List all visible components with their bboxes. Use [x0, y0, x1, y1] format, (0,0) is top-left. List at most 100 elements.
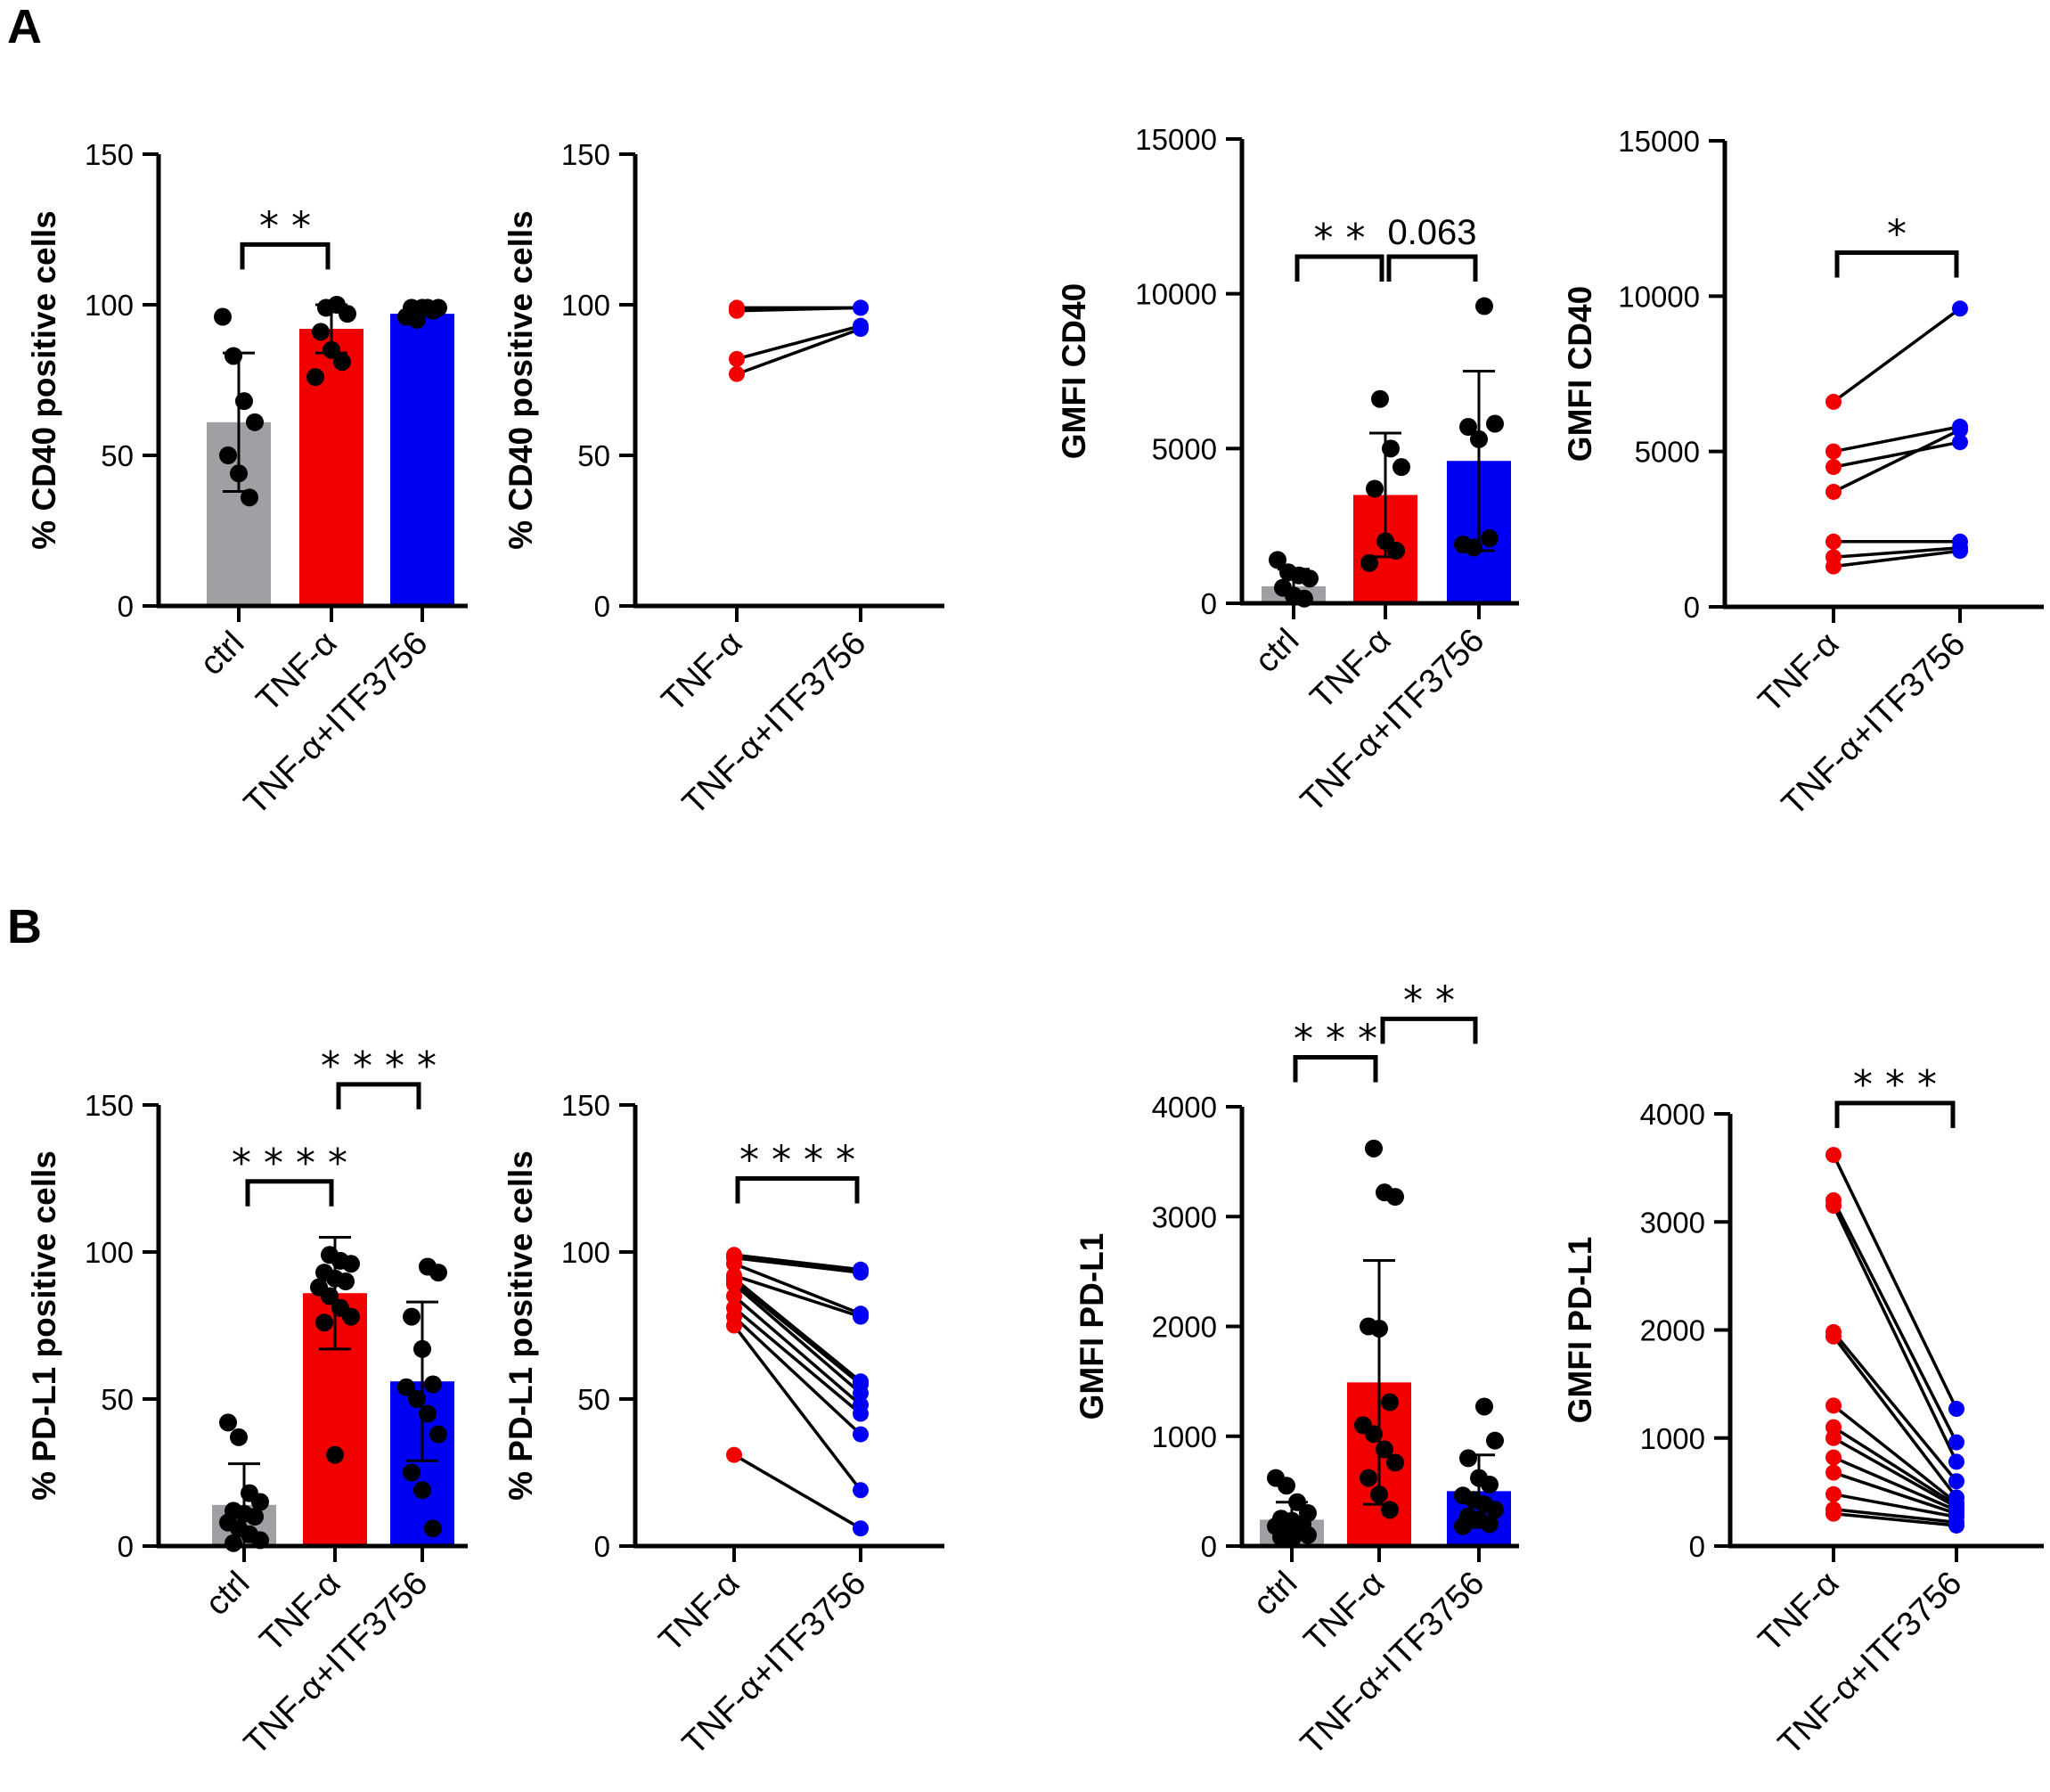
- data-point: [342, 1307, 360, 1326]
- x-category-label: TNF-α: [1297, 1565, 1392, 1659]
- point-before: [1825, 1397, 1842, 1414]
- significance-bracket: [735, 1176, 860, 1204]
- data-point: [306, 368, 324, 387]
- point-before: [726, 1288, 742, 1305]
- pair-line: [1833, 440, 1961, 469]
- y-tick-label: 15000: [1135, 123, 1217, 156]
- point-after: [853, 321, 869, 338]
- data-point: [214, 307, 232, 326]
- y-tick-label: 150: [561, 138, 610, 171]
- data-point: [1299, 1526, 1317, 1544]
- point-after: [853, 1426, 869, 1443]
- y-axis-title: GMFI PD-L1: [1562, 1237, 1598, 1424]
- data-point: [1481, 1475, 1499, 1493]
- data-point: [424, 1519, 442, 1538]
- data-point: [312, 323, 330, 341]
- x-category-label: TNF-α: [652, 1565, 747, 1659]
- data-point: [342, 1255, 360, 1273]
- significance-label: * * *: [1294, 1017, 1377, 1062]
- significance-label: * * *: [1853, 1062, 1937, 1108]
- significance-label: * *: [259, 203, 311, 249]
- pair-line: [1833, 1426, 1957, 1507]
- panel-letter-a: A: [7, 0, 42, 53]
- data-point: [323, 340, 340, 359]
- data-point: [235, 392, 253, 411]
- data-point: [1475, 297, 1493, 315]
- data-point: [326, 1445, 344, 1464]
- pair-line: [1832, 1154, 1958, 1410]
- pair-line: [732, 1324, 862, 1492]
- pair-line: [1833, 425, 1961, 454]
- data-point: [219, 446, 237, 464]
- significance-label: *: [1887, 212, 1907, 258]
- y-axis-title: GMFI PD-L1: [1074, 1233, 1110, 1420]
- pair-line: [1832, 1335, 1958, 1499]
- y-tick-label: 2000: [1152, 1311, 1217, 1344]
- y-tick-label: 2000: [1640, 1314, 1705, 1347]
- point-after: [1948, 1473, 1964, 1490]
- x-category-label: TNF-α: [1752, 626, 1846, 720]
- point-after: [1948, 1453, 1964, 1470]
- point-before: [1825, 443, 1842, 460]
- y-tick-label: 1000: [1152, 1420, 1217, 1453]
- data-point: [424, 301, 442, 320]
- y-tick-label: 4000: [1152, 1091, 1217, 1124]
- y-tick-label: 3000: [1640, 1206, 1705, 1239]
- bar-1: [299, 329, 363, 606]
- pair-line: [1833, 546, 1961, 559]
- point-before: [1825, 1429, 1842, 1446]
- significance-label: * * * *: [232, 1141, 347, 1186]
- data-point: [413, 1481, 431, 1500]
- data-point: [315, 1313, 333, 1332]
- y-tick-label: 100: [85, 1236, 134, 1269]
- pair-line: [1832, 1199, 1958, 1444]
- y-tick-label: 3000: [1152, 1200, 1217, 1233]
- data-point: [429, 1264, 447, 1282]
- pair-line: [1833, 1511, 1957, 1527]
- point-before: [1825, 1464, 1842, 1481]
- data-point: [321, 1287, 339, 1305]
- data-point: [251, 1531, 269, 1550]
- pair-line: [732, 1277, 862, 1383]
- pair-line: [733, 1253, 862, 1272]
- data-point: [1360, 553, 1378, 572]
- data-point: [1470, 430, 1488, 448]
- point-after: [1948, 1401, 1964, 1418]
- pair-line: [733, 1273, 862, 1319]
- significance-label: 0.063: [1387, 213, 1476, 252]
- significance-bracket: [1293, 1055, 1378, 1083]
- data-point: [1386, 1188, 1404, 1207]
- data-point: [1283, 1530, 1301, 1549]
- pair-line: [1833, 1455, 1957, 1512]
- point-before: [1825, 1328, 1842, 1345]
- pair-line: [736, 327, 862, 376]
- chart-b4: 01000200030004000TNF-αTNF-α+ITF3756GMFI …: [1562, 1062, 2044, 1763]
- y-tick-label: 10000: [1618, 280, 1700, 313]
- point-before: [1825, 483, 1842, 500]
- point-after: [853, 1385, 869, 1402]
- data-point: [424, 1375, 442, 1394]
- x-category-label: ctrl: [199, 1565, 257, 1624]
- data-point: [1386, 1453, 1404, 1472]
- pair-line: [736, 323, 862, 361]
- pair-line: [732, 1280, 862, 1386]
- significance-bracket: [1380, 1016, 1478, 1044]
- data-point: [1370, 1485, 1388, 1504]
- y-tick-label: 15000: [1618, 125, 1700, 158]
- point-before: [1825, 1505, 1842, 1522]
- pair-line: [1833, 1493, 1957, 1518]
- significance-bracket: [1295, 254, 1384, 282]
- data-point: [413, 1339, 431, 1358]
- y-tick-label: 0: [594, 590, 610, 623]
- data-point: [1459, 1449, 1477, 1468]
- data-point: [1481, 529, 1499, 548]
- data-point: [1295, 589, 1313, 608]
- y-axis-title: GMFI CD40: [1056, 283, 1092, 459]
- y-tick-label: 150: [561, 1089, 610, 1122]
- significance-bracket: [245, 1179, 334, 1207]
- point-before: [1825, 533, 1842, 550]
